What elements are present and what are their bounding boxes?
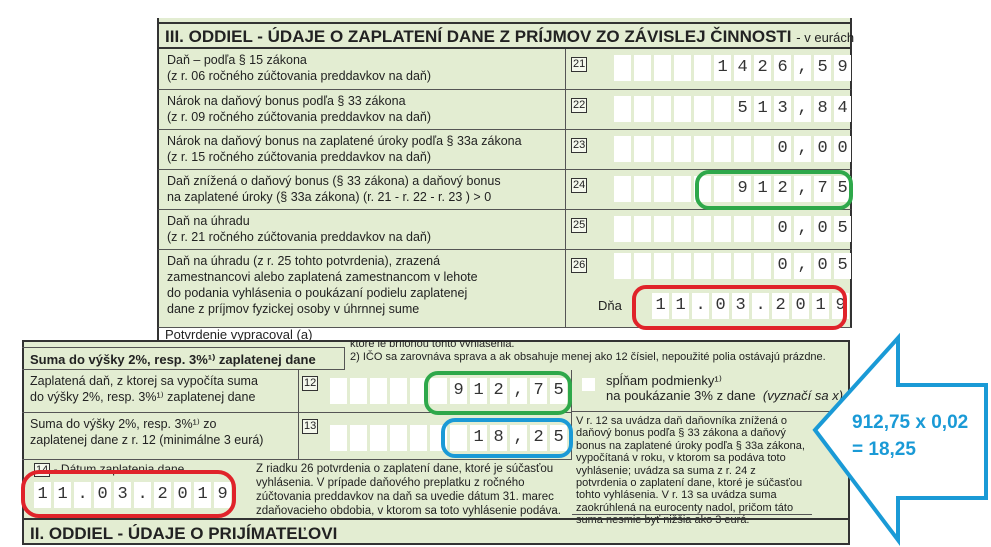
row-label: Daň – podľa § 15 zákona (z r. 06 ročného …: [167, 52, 431, 84]
highlight-green-12: [424, 371, 572, 415]
calc-line: 912,75 x 0,02: [852, 412, 969, 433]
arrow-left-icon: [812, 332, 988, 546]
highlight-blue-13: [441, 418, 573, 458]
label-line: dane z príjmov fyzickej osoby v úhrnnej …: [167, 302, 420, 316]
row-value[interactable]: 0,00: [614, 136, 854, 162]
three-percent-checkbox[interactable]: [582, 378, 595, 391]
empty-cells: [614, 136, 774, 162]
row-number: 24: [571, 178, 588, 193]
value-digits: 18,25: [470, 425, 570, 451]
prepared-by-label: Potvrdenie vypracoval (a): [157, 328, 852, 342]
row-number: 25: [571, 218, 588, 233]
row-24: Daň znížená o daňový bonus (§ 33 zákona)…: [157, 170, 854, 210]
row-12-value[interactable]: 912,75: [330, 378, 570, 404]
value-column-divider: [565, 49, 566, 328]
empty-cells: [614, 216, 774, 242]
row-number: 26: [571, 258, 588, 273]
label-line: Nárok na daňový bonus podľa § 33 zákona: [167, 94, 406, 108]
checkbox-label: spĺňam podmienky¹⁾: [606, 373, 722, 388]
row-value[interactable]: 0,05: [614, 253, 854, 279]
ico-note: 2) IČO sa zarovnáva sprava a ak obsahuje…: [350, 351, 826, 363]
row-14-note: Z riadku 26 potvrdenia o zaplatení dane,…: [256, 463, 561, 517]
row-13-label: Suma do výšky 2%, resp. 3%¹⁾ zo zaplatene…: [30, 416, 263, 448]
row-number: 22: [571, 98, 588, 113]
row-12: Zaplatená daň, z ktorej sa vypočíta suma…: [22, 370, 572, 413]
divider: [298, 370, 299, 413]
row-value[interactable]: 0,05: [614, 216, 854, 242]
date-digits: 11.03.2019: [652, 293, 852, 319]
label-line: Daň na úhradu (z r. 25 tohto potvrdenia)…: [167, 254, 441, 268]
row-label: Daň na úhradu (z r. 25 tohto potvrdenia)…: [167, 253, 478, 317]
row-25: Daň na úhradu (z r. 21 ročného zúčtovania…: [157, 210, 854, 250]
section-2-header: II. ODDIEL - ÚDAJE O PRIJÍMATEĽOVI: [22, 518, 850, 545]
divider: [298, 413, 299, 460]
value-digits: 912,75: [450, 378, 570, 404]
label-line: Daň znížená o daňový bonus (§ 33 zákona)…: [167, 174, 501, 188]
label-line: zamestnancovi alebo zaplatená zamestnanc…: [167, 270, 478, 284]
value-digits: 0,05: [774, 253, 854, 279]
value-digits: 0,00: [774, 136, 854, 162]
row-number: 21: [571, 57, 588, 72]
row-number: 12: [302, 376, 319, 391]
row-label: Nárok na daňový bonus na zaplatené úroky…: [167, 133, 522, 165]
highlight-red-date-bottom: [21, 470, 236, 518]
label-line: Daň na úhradu: [167, 214, 250, 228]
label-line: na zaplatené úroky (§ 33a zákona) (r. 21…: [167, 190, 492, 204]
empty-cells: [614, 96, 734, 122]
value-digits: 912,75: [734, 176, 854, 202]
empty-cells: [614, 253, 774, 279]
section-title: III. ODDIEL - ÚDAJE O ZAPLATENÍ DANE Z P…: [165, 27, 792, 46]
sum-title: Suma do výšky 2%, resp. 3%¹⁾ zaplatenej …: [22, 347, 345, 370]
row-label: Nárok na daňový bonus podľa § 33 zákona (…: [167, 93, 431, 125]
label-line: do podania vyhlásenia o poukázaní podiel…: [167, 286, 468, 300]
highlight-green-24: [695, 170, 853, 210]
cut-text: ktoré je prílohou tohto vyhlásenia.: [350, 340, 515, 347]
right-note: V r. 12 sa uvádza daň daňovníka znížená …: [572, 412, 812, 526]
value-digits: 1426,59: [714, 55, 854, 81]
calculation-annotation: 912,75 x 0,02 = 18,25: [852, 409, 968, 463]
label-line: Zaplatená daň, z ktorej sa vypočíta suma: [30, 374, 258, 388]
date-label: Dňa: [598, 298, 622, 313]
calc-line: = 18,25: [852, 439, 916, 460]
row-value[interactable]: 1426,59: [614, 55, 854, 81]
label-line: (z r. 06 ročného zúčtovania preddavkov n…: [167, 69, 432, 83]
row-26: Daň na úhradu (z r. 25 tohto potvrdenia)…: [157, 250, 854, 328]
label-line: do výšky 2%, resp. 3%¹⁾ zaplatenej dane: [30, 390, 256, 404]
row-value[interactable]: 513,84: [614, 96, 854, 122]
row-label: Daň znížená o daňový bonus (§ 33 zákona)…: [167, 173, 501, 205]
row-23: Nárok na daňový bonus na zaplatené úroky…: [157, 130, 854, 170]
row-label: Daň na úhradu (z r. 21 ročného zúčtovania…: [167, 213, 431, 245]
value-digits: 513,84: [734, 96, 854, 122]
highlight-red-date-top: [632, 285, 847, 330]
row-value[interactable]: 912,75: [614, 176, 854, 202]
date-paid-field[interactable]: 11.03.2019: [34, 482, 234, 508]
row-22: Nárok na daňový bonus podľa § 33 zákona (…: [157, 90, 854, 130]
checkbox-label: na poukázanie 3% z dane: [606, 388, 756, 403]
checkbox-hint: (vyznačí sa x): [762, 388, 844, 403]
label-line: (z r. 15 ročného zúčtovania preddavkov n…: [167, 150, 432, 164]
value-digits: 0,05: [774, 216, 854, 242]
row-number: 13: [302, 419, 319, 434]
label-line: zaplatenej dane z r. 12 (minimálne 3 eur…: [30, 433, 264, 447]
label-line: Suma do výšky 2%, resp. 3%¹⁾ zo: [30, 417, 217, 431]
row-12-label: Zaplatená daň, z ktorej sa vypočíta suma…: [30, 373, 258, 405]
empty-cells: [614, 55, 714, 81]
date-field-top[interactable]: 11.03.2019: [652, 293, 852, 319]
date-digits: 11.03.2019: [34, 482, 234, 508]
row-21: Daň – podľa § 15 zákona (z r. 06 ročného …: [157, 49, 854, 90]
section-3-header: III. ODDIEL - ÚDAJE O ZAPLATENÍ DANE Z P…: [157, 22, 855, 49]
row-number: 23: [571, 138, 588, 153]
unit-label: - v eurách: [796, 30, 855, 45]
label-line: (z r. 09 ročného zúčtovania preddavkov n…: [167, 110, 432, 124]
empty-cells: [614, 176, 734, 202]
checkbox-area: spĺňam podmienky¹⁾ na poukázanie 3% z dan…: [572, 370, 850, 412]
label-line: (z r. 21 ročného zúčtovania preddavkov n…: [167, 230, 432, 244]
label-line: Nárok na daňový bonus na zaplatené úroky…: [167, 134, 522, 148]
label-line: Daň – podľa § 15 zákona: [167, 53, 307, 67]
